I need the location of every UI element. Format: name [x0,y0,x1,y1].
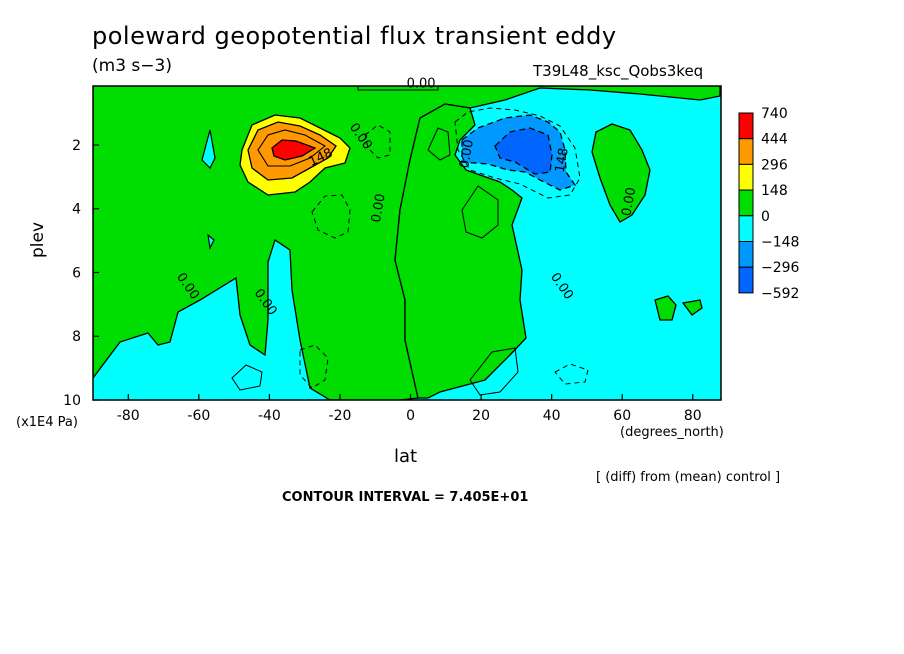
plot-frame [92,85,722,401]
x-tick-label: 80 [684,408,702,424]
x-tick-label: -40 [258,408,281,424]
colorbar-level-label: −296 [761,260,800,276]
negative-hole-2 [207,233,215,250]
contour-label: 0.00 [457,138,477,169]
positive-contour-2 [461,185,499,239]
y-tick-label: 2 [72,138,81,154]
top-sliver [357,86,439,91]
negative-contour-4 [299,344,329,389]
y-tick-label: 8 [72,329,81,345]
colorbar-swatch-2 [738,163,754,191]
y-tick-label: 10 [63,393,81,409]
y-tick-label: 6 [72,265,81,281]
contour-label: 0.00 [369,193,389,224]
colorbar-swatch-3 [738,189,754,217]
run-label: T39L48_ksc_Qobs3keq [533,62,704,80]
colorbar-level-label: 296 [761,157,788,173]
x-axis-unit: (degrees_north) [620,425,724,440]
positive-region-east [591,123,651,223]
colorbar-swatch-0 [738,112,754,140]
negative-contour-3 [454,107,581,199]
colorbar-level-label: 740 [761,106,788,122]
contour-label: 148 [553,147,572,174]
negative-contour-2 [311,194,351,239]
colorbar-level-label: −148 [761,235,799,251]
positive-blob-east-1 [654,295,677,321]
colorbar-level-label: −592 [761,286,799,302]
x-tick-label: 60 [613,408,631,424]
units-label: (m3 s−3) [92,56,172,76]
contour-label: 0.00 [619,186,639,217]
positive-contour-3 [231,364,263,391]
colorbar-level-label: 0 [761,209,770,225]
chart-title: poleward geopotential flux transient edd… [92,22,617,50]
colorbar-swatch-1 [738,138,754,165]
x-tick-label: -60 [187,408,210,424]
diff-note: [ (diff) from (mean) control ] [596,470,781,485]
axes-layer: -80 -60 -40 -20 0 20 40 60 80 2 4 6 8 10 [63,138,702,424]
negative-hole-1 [201,129,216,170]
x-tick-label: 40 [543,408,561,424]
positive-contour-1 [427,127,451,161]
negative-core-296 [494,127,553,175]
x-axis-label: lat [394,446,418,467]
colorbar-swatch-6 [738,266,754,294]
y-tick-label: 4 [72,202,81,218]
colorbar-level-label: 444 [761,132,788,148]
positive-contour-4 [469,347,519,396]
y-axis-unit: (x1E4 Pa) [16,415,78,430]
positive-region-north [394,103,527,399]
colorbar: 740 444 296 148 0 −148 −296 −592 [738,106,800,302]
x-tick-label: -20 [329,408,352,424]
colorbar-swatch-4 [738,215,754,243]
colorbar-swatch-5 [738,241,754,268]
positive-core-740 [271,139,317,161]
x-tick-label: 20 [472,408,490,424]
colorbar-level-label: 148 [761,183,788,199]
positive-blob-east-2 [681,299,703,316]
x-tick-label: 0 [406,408,415,424]
contour-interval: CONTOUR INTERVAL = 7.405E+01 [282,490,529,505]
x-tick-label: -80 [117,408,140,424]
contour-label: 0.00 [407,77,436,92]
